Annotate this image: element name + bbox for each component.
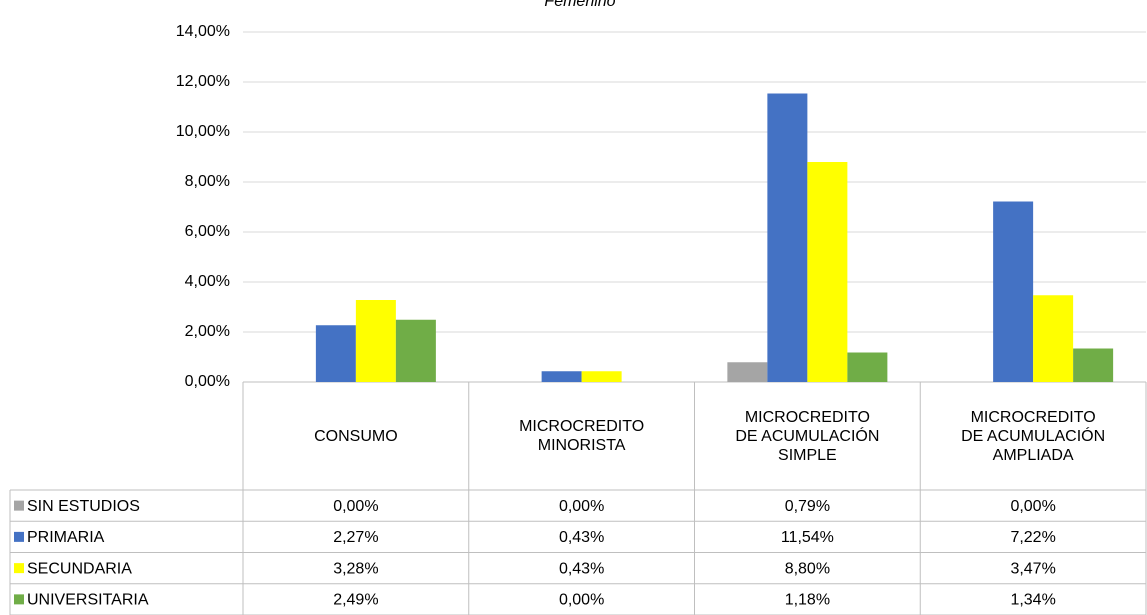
table-value: 0,00% <box>333 498 378 515</box>
legend-swatch <box>14 594 24 605</box>
bar <box>581 371 622 382</box>
table-value: 2,27% <box>333 529 378 546</box>
table-value: 0,00% <box>559 592 604 609</box>
table-value: 3,47% <box>1010 560 1055 577</box>
legend-label: PRIMARIA <box>27 529 105 546</box>
bar <box>993 201 1034 382</box>
table-value: 3,28% <box>333 560 378 577</box>
y-tick-label: 4,00% <box>185 273 230 290</box>
bar <box>1033 295 1074 382</box>
bar <box>315 325 356 382</box>
y-tick-label: 8,00% <box>185 173 230 190</box>
legend-label: SIN ESTUDIOS <box>27 498 140 515</box>
bar <box>541 371 582 382</box>
category-text: MICROCREDITO DE ACUMULACIÓN AMPLIADA <box>961 408 1106 464</box>
bar <box>807 162 848 382</box>
table-value: 7,22% <box>1010 529 1055 546</box>
bar <box>767 93 808 382</box>
table-value: 0,00% <box>559 498 604 515</box>
x-category-label: MICROCREDITO DE ACUMULACIÓN AMPLIADA <box>920 382 1146 490</box>
legend-label: UNIVERSITARIA <box>27 592 149 609</box>
table-value: 0,43% <box>559 529 604 546</box>
table-value: 8,80% <box>785 560 830 577</box>
table-value: 2,49% <box>333 592 378 609</box>
y-tick-label: 0,00% <box>185 373 230 390</box>
bar <box>395 319 436 382</box>
y-tick-label: 10,00% <box>176 123 230 140</box>
table-value: 0,00% <box>1010 498 1055 515</box>
bar <box>847 352 888 382</box>
bar <box>355 300 396 382</box>
legend-label: SECUNDARIA <box>27 560 132 577</box>
y-tick-label: 12,00% <box>176 73 230 90</box>
legend-swatch <box>14 563 24 574</box>
legend-swatch <box>14 500 24 511</box>
y-tick-label: 6,00% <box>185 223 230 240</box>
chart-title: Femenino <box>544 0 615 10</box>
bar <box>1073 348 1114 382</box>
bar <box>727 362 768 382</box>
x-category-label: MICROCREDITO DE ACUMULACIÓN SIMPLE <box>695 382 921 490</box>
table-value: 1,34% <box>1010 592 1055 609</box>
legend-swatch <box>14 531 24 542</box>
x-category-label: MICROCREDITO MINORISTA <box>469 382 695 490</box>
x-category-label: CONSUMO <box>243 382 469 490</box>
table-value: 0,43% <box>559 560 604 577</box>
table-value: 11,54% <box>781 529 834 546</box>
table-value: 0,79% <box>785 498 830 515</box>
category-text: MICROCREDITO DE ACUMULACIÓN SIMPLE <box>735 408 880 464</box>
category-text: MICROCREDITO MINORISTA <box>519 418 645 454</box>
y-tick-label: 2,00% <box>185 323 230 340</box>
category-text: CONSUMO <box>314 427 398 445</box>
table-value: 1,18% <box>785 592 830 609</box>
y-tick-label: 14,00% <box>176 23 230 40</box>
